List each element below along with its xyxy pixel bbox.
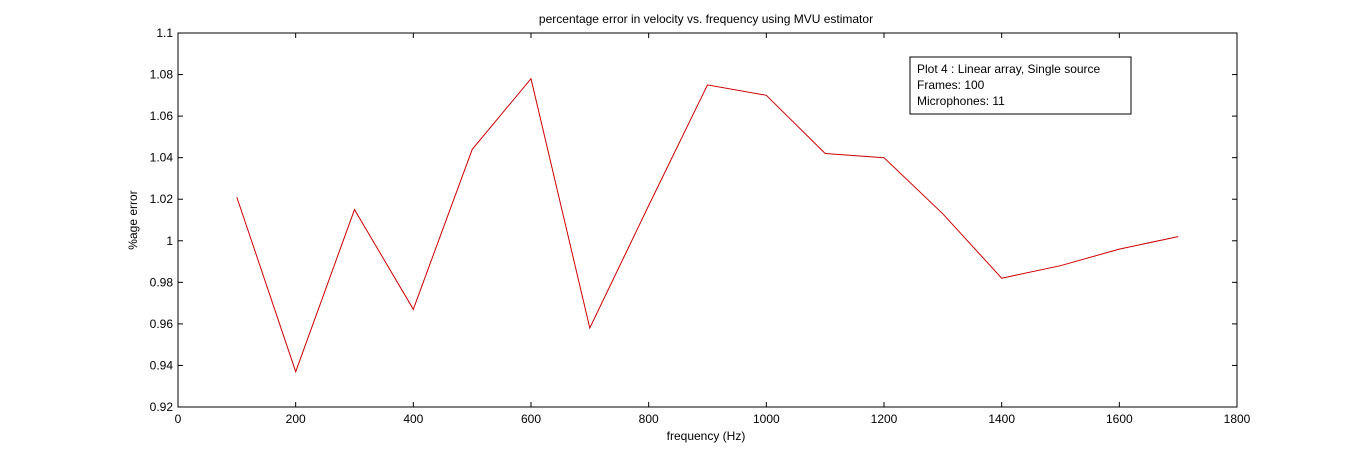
annotation-line-3: Microphones: 11 [917,94,1005,108]
annotation-line-1: Plot 4 : Linear array, Single source [917,62,1101,76]
x-tick-label: 600 [521,412,541,426]
x-tick-label: 0 [175,412,182,426]
y-tick-label: 1.06 [150,109,174,123]
x-tick-label: 200 [286,412,306,426]
y-tick-label: 0.92 [150,400,174,414]
x-axis: 0 200 400 600 800 1000 1200 1400 1600 1800 [175,33,1251,426]
series-line [236,77,1179,374]
y-axis: 0.92 0.94 0.96 0.98 1 1.02 1.04 1.06 1.08 1.1 [150,26,1237,414]
chart-title: percentage error in velocity vs. frequen… [539,12,873,26]
x-tick-label: 1600 [1106,412,1133,426]
annotation-box: Plot 4 : Linear array, Single source Fra… [909,56,1132,115]
x-tick-label: 1000 [753,412,780,426]
x-tick-label: 1200 [871,412,898,426]
annotation-line-2: Frames: 100 [917,78,985,92]
x-tick-label: 800 [639,412,659,426]
y-tick-label: 1.08 [150,68,174,82]
x-tick-label: 1800 [1224,412,1251,426]
y-tick-label: 1.04 [150,151,174,165]
x-tick-label: 1400 [988,412,1015,426]
y-tick-label: 1.1 [156,26,173,40]
x-tick-label: 400 [403,412,423,426]
y-tick-label: 0.98 [150,275,174,289]
y-tick-label: 0.96 [150,317,174,331]
y-tick-label: 1.02 [150,192,174,206]
x-axis-label: frequency (Hz) [667,429,746,443]
series-group [236,77,1179,374]
y-tick-label: 0.94 [150,358,174,372]
y-axis-label: %age error [126,190,140,249]
y-tick-label: 1 [166,234,173,248]
